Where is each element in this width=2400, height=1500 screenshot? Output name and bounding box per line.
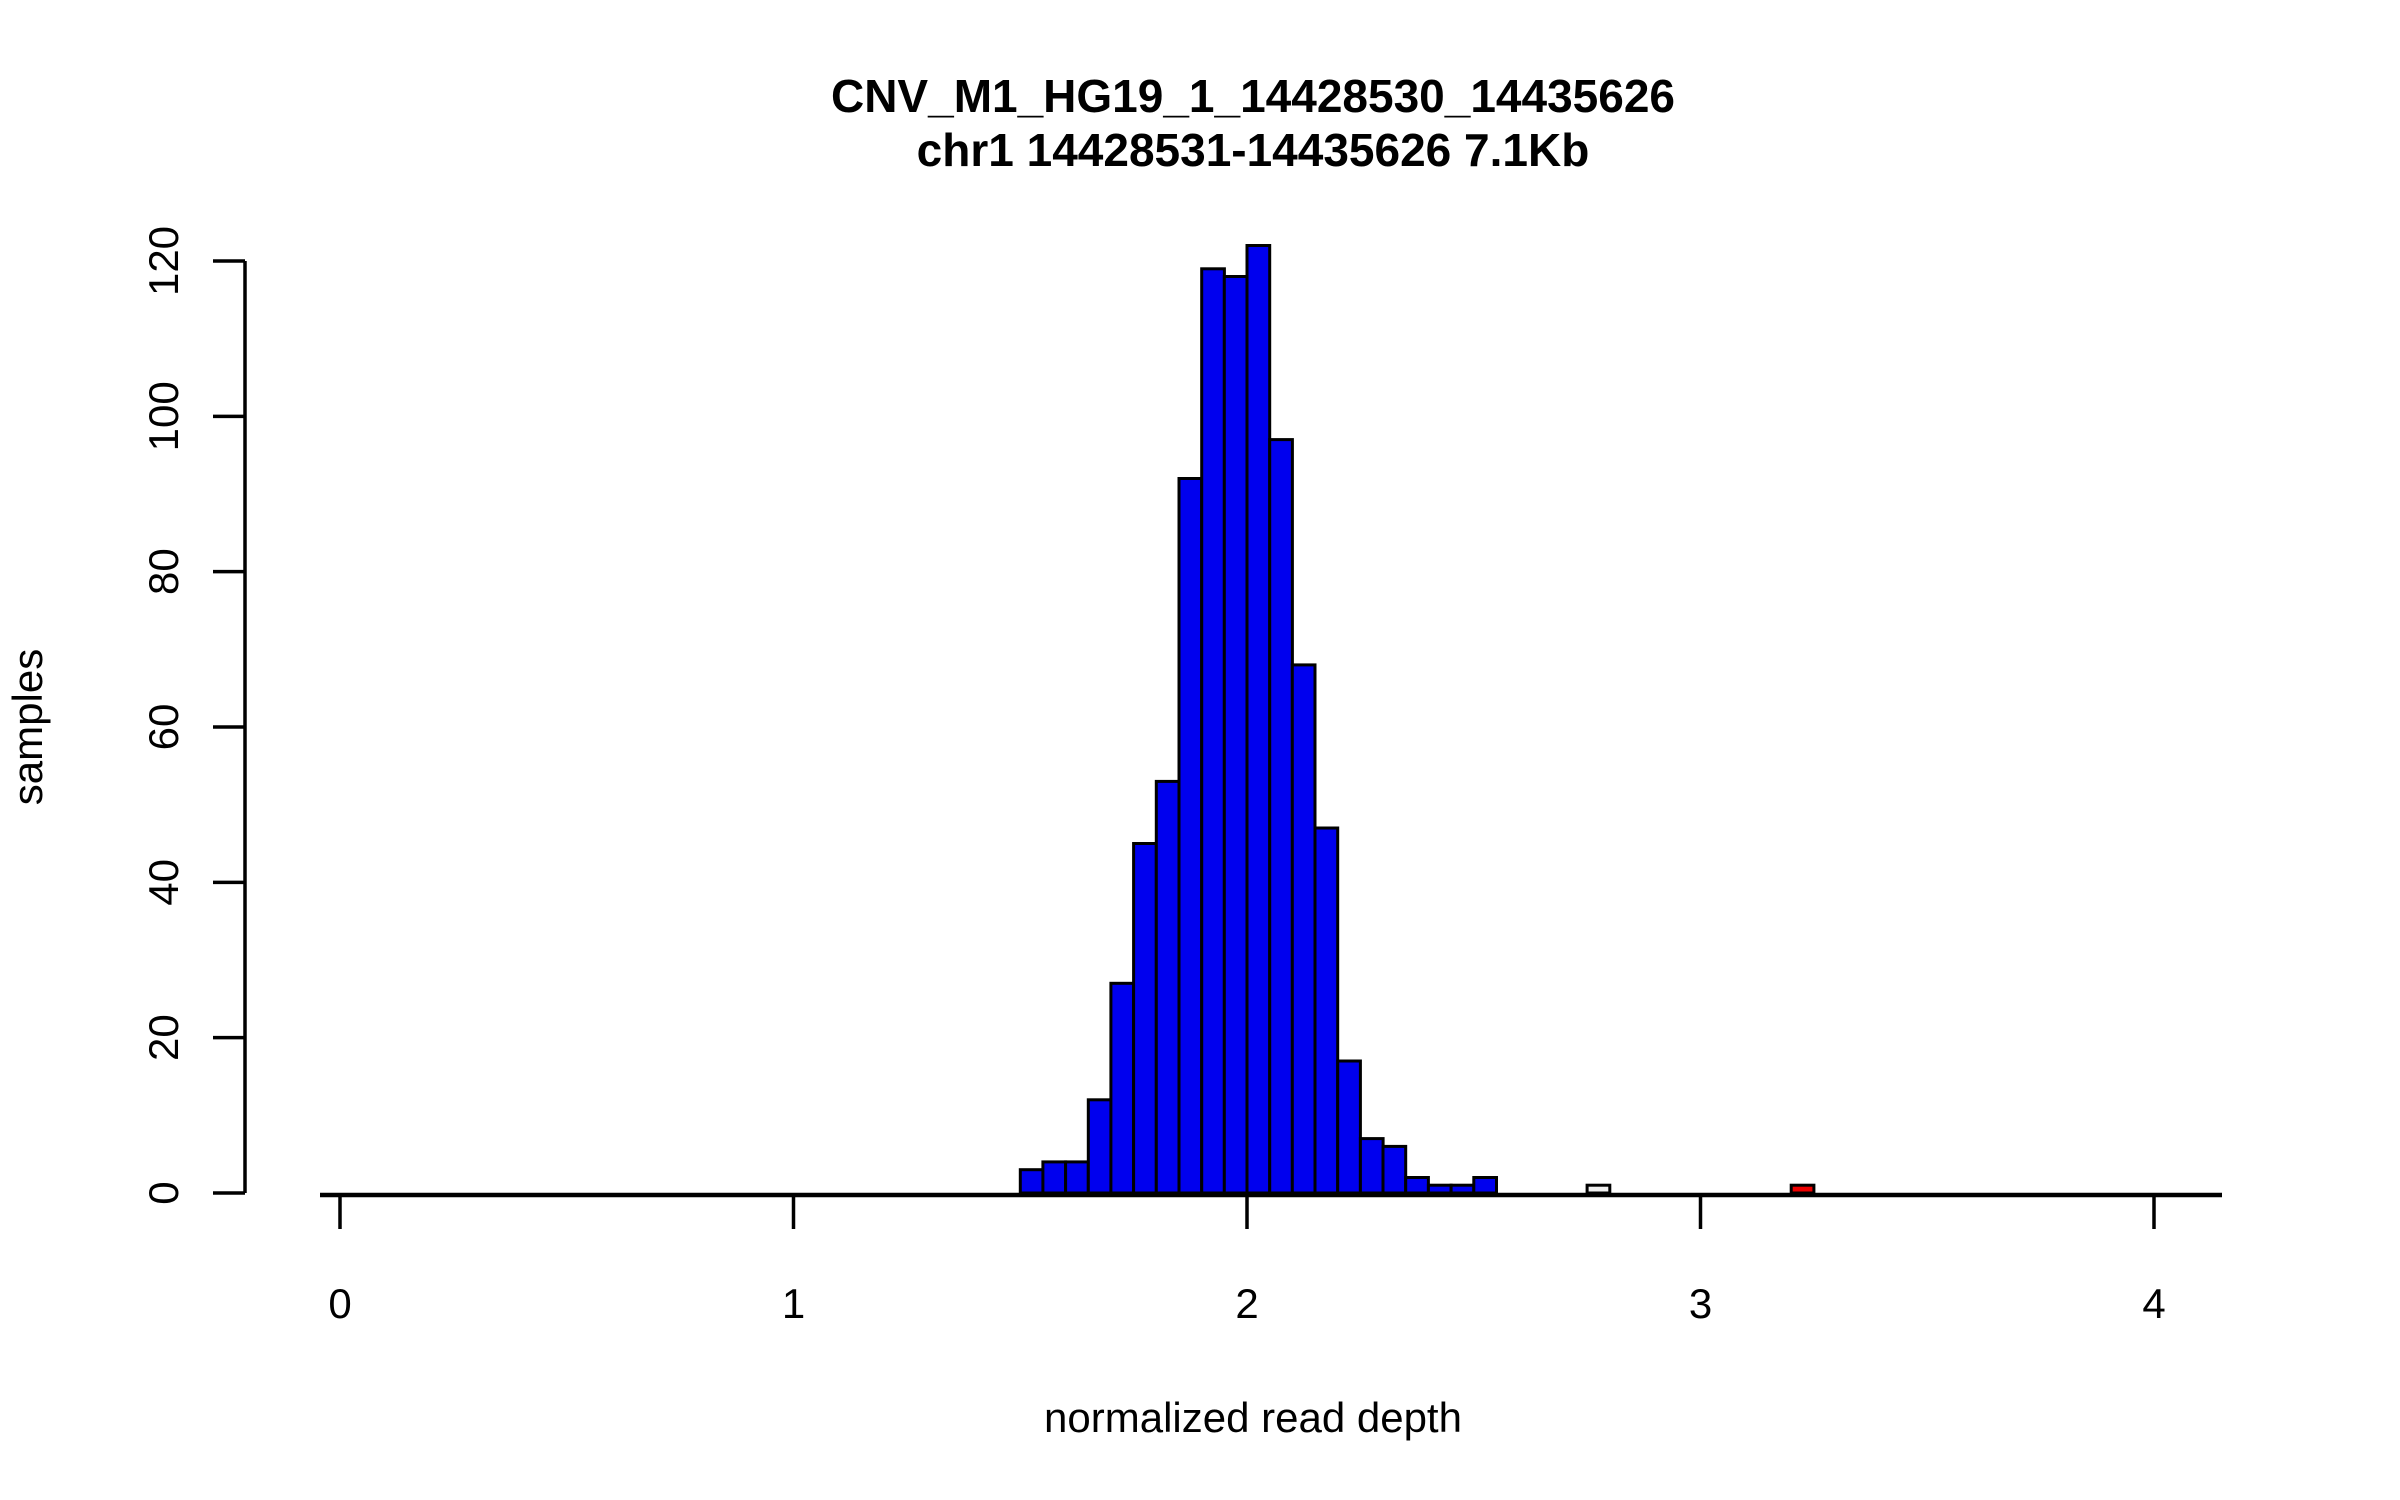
- histogram-bar: [1245, 244, 1272, 1195]
- histogram-bar: [1472, 1176, 1499, 1195]
- histogram-bar: [1132, 842, 1158, 1195]
- histogram-bar: [1358, 1137, 1385, 1195]
- histogram-bar: [1404, 1176, 1430, 1195]
- x-tick-label: 4: [2142, 1280, 2165, 1327]
- x-tick-label: 0: [328, 1280, 351, 1327]
- histogram-bar: [1585, 1183, 1612, 1195]
- histogram-bar: [1200, 267, 1226, 1195]
- y-tick-label: 100: [140, 381, 187, 451]
- histogram-bar: [1449, 1183, 1476, 1195]
- histogram-bar: [1018, 1168, 1045, 1195]
- histogram-bar: [1064, 1160, 1090, 1195]
- y-tick-label: 120: [140, 226, 187, 296]
- y-tick-label: 80: [140, 548, 187, 595]
- histogram-bar: [1222, 275, 1249, 1195]
- chart-subtitle: chr1 14428531-14435626 7.1Kb: [917, 124, 1590, 176]
- y-tick-label: 20: [140, 1014, 187, 1061]
- bars-layer: [1018, 244, 1816, 1195]
- chart-title: CNV_M1_HG19_1_14428530_14435626: [831, 70, 1675, 122]
- histogram-bar: [1426, 1183, 1453, 1195]
- y-tick-label: 0: [140, 1181, 187, 1204]
- y-tick-label: 60: [140, 704, 187, 751]
- histogram-bar: [1789, 1183, 1816, 1195]
- y-axis-label: samples: [4, 649, 51, 805]
- x-tick-label: 1: [782, 1280, 805, 1327]
- x-axis-label: normalized read depth: [1044, 1394, 1462, 1441]
- histogram-bar: [1041, 1160, 1068, 1195]
- histogram-bar: [1177, 477, 1204, 1195]
- histogram-bar: [1381, 1144, 1408, 1195]
- x-tick-label: 2: [1235, 1280, 1258, 1327]
- histogram-bar: [1154, 779, 1181, 1195]
- histogram-bar: [1086, 1098, 1113, 1195]
- histogram-bar: [1336, 1059, 1362, 1195]
- x-tick-label: 3: [1689, 1280, 1712, 1327]
- y-tick-label: 40: [140, 859, 187, 906]
- histogram-bar: [1109, 981, 1136, 1195]
- histogram-bar: [1290, 663, 1317, 1195]
- histogram-bar: [1313, 826, 1340, 1195]
- histogram-bar: [1268, 438, 1294, 1195]
